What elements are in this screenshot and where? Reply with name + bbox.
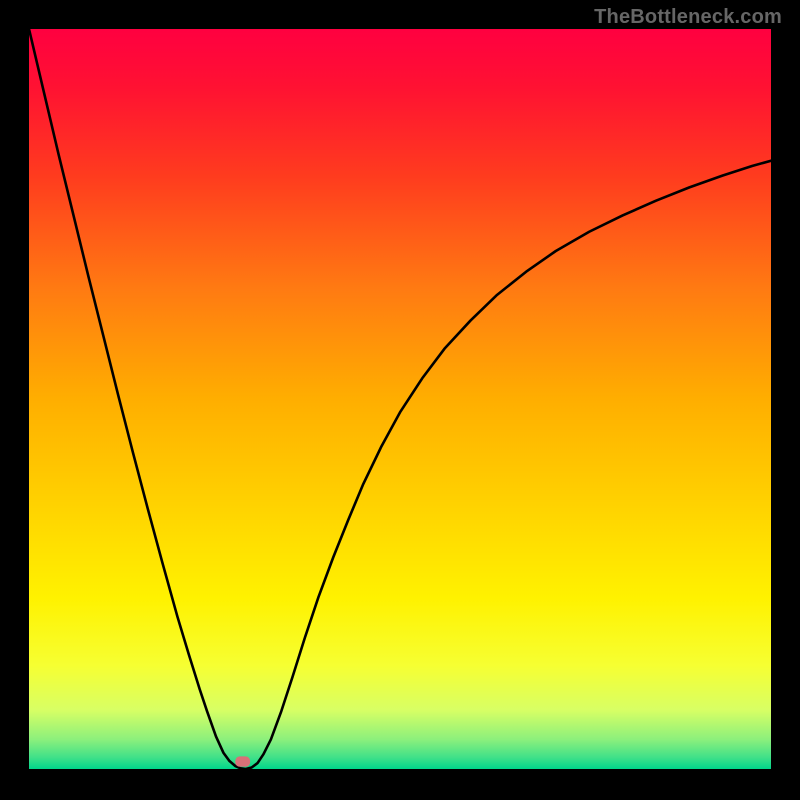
plot-area — [29, 29, 771, 769]
watermark-label: TheBottleneck.com — [594, 6, 782, 29]
chart-frame: TheBottleneck.com — [0, 0, 800, 800]
gradient-background — [29, 29, 771, 769]
bottleneck-chart-svg — [29, 29, 771, 769]
optimal-point-marker — [235, 756, 250, 766]
